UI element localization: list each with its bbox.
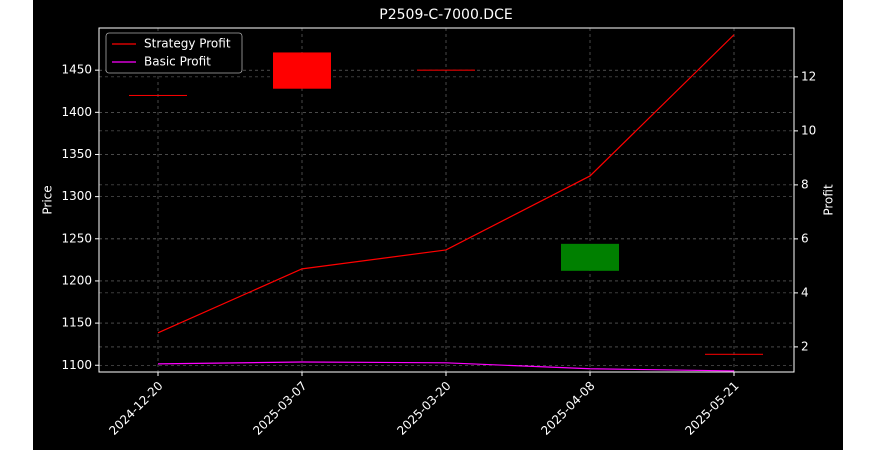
y2-tick-label: 2 <box>801 339 809 353</box>
y-tick-label: 1250 <box>61 231 92 245</box>
candle-body <box>129 94 187 96</box>
profit-line <box>157 361 735 372</box>
profit-line <box>157 34 735 334</box>
candle-body <box>561 243 619 271</box>
y2-tick-label: 6 <box>801 231 809 245</box>
candle-body <box>273 52 331 89</box>
y2-axis-label: Profit <box>822 184 836 216</box>
chart-title: P2509-C-7000.DCE <box>379 7 512 23</box>
candle-body <box>705 353 763 355</box>
y2-tick-label: 8 <box>801 177 809 191</box>
figure-background <box>33 0 843 450</box>
y-tick-label: 1300 <box>61 189 92 203</box>
y-tick-label: 1350 <box>61 147 92 161</box>
y-tick-label: 1150 <box>61 316 92 330</box>
y2-tick-label: 4 <box>801 285 809 299</box>
plot-frame <box>98 27 795 373</box>
y-tick-label: 1100 <box>61 358 92 372</box>
y-tick-label: 1200 <box>61 273 92 287</box>
y-tick-label: 1400 <box>61 105 92 119</box>
y2-tick-label: 12 <box>801 69 816 83</box>
legend-label: Basic Profit <box>144 55 211 69</box>
candle-body <box>417 69 475 71</box>
y-tick-label: 1450 <box>61 63 92 77</box>
legend: Strategy Profit Basic Profit <box>105 32 243 74</box>
legend-label: Strategy Profit <box>144 37 231 51</box>
legend-box <box>105 32 243 74</box>
y-axis-label: Price <box>41 185 55 214</box>
y2-tick-label: 10 <box>801 123 816 137</box>
